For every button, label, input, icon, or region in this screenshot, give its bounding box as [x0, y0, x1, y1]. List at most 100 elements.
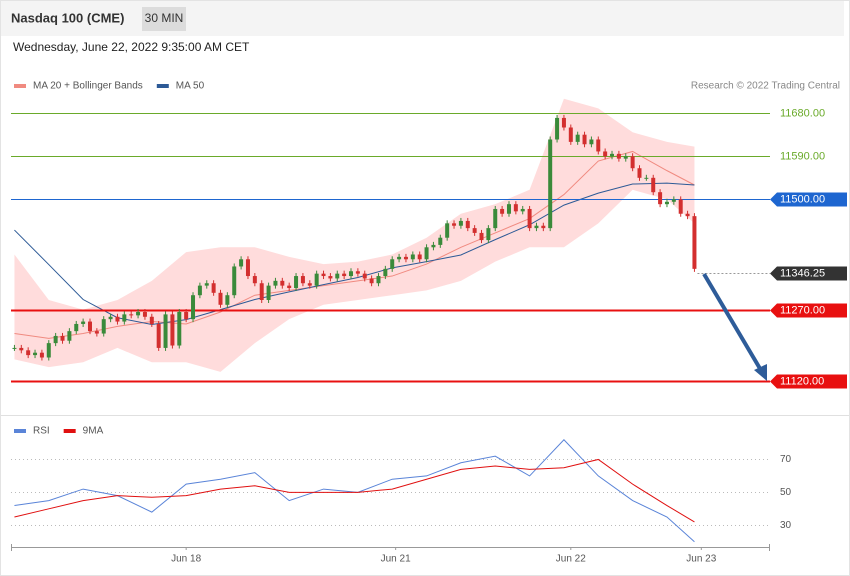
candle	[204, 283, 209, 286]
candle	[506, 204, 511, 214]
candle	[493, 208, 498, 229]
candle	[349, 271, 354, 277]
candle	[39, 352, 44, 358]
candle	[623, 156, 628, 159]
candle	[362, 273, 367, 279]
candle	[568, 127, 573, 142]
candle	[658, 192, 663, 205]
legend-label: MA 20 + Bollinger Bands	[33, 81, 143, 92]
level-label: 11680.00	[780, 107, 825, 119]
level-tag	[770, 192, 847, 207]
candle	[218, 292, 223, 305]
candle	[142, 311, 147, 317]
candle	[438, 237, 443, 245]
candle	[252, 276, 257, 284]
candle	[561, 117, 566, 128]
forecast-arrowhead	[754, 364, 767, 381]
candle	[596, 139, 601, 152]
candle	[651, 177, 656, 193]
candle	[500, 208, 505, 214]
candle	[644, 177, 649, 179]
candle	[403, 256, 408, 260]
rsi-line	[14, 458, 695, 523]
candle	[136, 311, 141, 316]
level-tag	[770, 303, 847, 318]
candle	[87, 321, 92, 332]
candle	[692, 216, 697, 269]
candle	[33, 352, 38, 356]
header-bar	[1, 1, 844, 36]
candle	[163, 314, 168, 348]
candle	[630, 156, 635, 169]
level-label: 11500.00	[780, 193, 825, 205]
level-label: 11590.00	[780, 150, 825, 162]
subtitle: Wednesday, June 22, 2022 9:35:00 AM CET	[13, 40, 250, 54]
candle	[410, 254, 415, 260]
candle	[197, 285, 202, 296]
level-tag	[770, 266, 847, 281]
candle	[417, 254, 422, 260]
level-label: 11270.00	[780, 304, 825, 316]
legend-swatch	[63, 429, 76, 433]
candle	[287, 285, 292, 289]
candle	[610, 153, 615, 157]
candle	[671, 199, 676, 202]
candle	[53, 335, 58, 344]
candle	[445, 223, 450, 238]
x-tick-label: Jun 18	[171, 554, 201, 565]
candle	[94, 331, 99, 334]
candle	[603, 151, 608, 157]
candle	[321, 273, 326, 277]
legend-label: 9MA	[83, 426, 104, 437]
candle	[170, 314, 175, 346]
x-tick-label: Jun 21	[381, 554, 411, 565]
chart-title: Nasdaq 100 (CME)	[11, 10, 124, 25]
candle	[328, 276, 333, 279]
candle	[149, 316, 154, 324]
credit: Research © 2022 Trading Central	[691, 81, 840, 92]
candle	[541, 225, 546, 229]
candle	[678, 199, 683, 214]
candle	[369, 278, 374, 284]
candle	[259, 283, 264, 300]
candle	[101, 319, 106, 334]
x-tick-label: Jun 23	[686, 554, 716, 565]
legend-swatch	[14, 429, 26, 433]
candle	[383, 268, 388, 277]
candle	[479, 232, 484, 241]
candle	[300, 276, 305, 284]
legend-label: RSI	[33, 426, 50, 437]
candle	[225, 295, 230, 305]
candle	[211, 283, 216, 293]
candle	[60, 335, 65, 341]
candle	[129, 314, 134, 316]
candle	[46, 343, 51, 358]
level-label: 11346.25	[780, 267, 825, 279]
candle	[12, 347, 17, 349]
candle	[472, 228, 477, 233]
timeframe-button[interactable]	[142, 7, 186, 31]
candle	[156, 323, 161, 348]
candle	[273, 280, 278, 286]
candle	[314, 273, 319, 286]
timeframe[interactable]: 30 MIN	[145, 11, 184, 25]
candle	[465, 220, 470, 229]
candle	[232, 266, 237, 296]
moving-average	[14, 182, 695, 325]
candle	[637, 168, 642, 178]
legend-label: MA 50	[176, 81, 205, 92]
legend-swatch	[14, 84, 26, 88]
candle	[108, 316, 113, 320]
candle	[115, 316, 120, 322]
candle	[335, 273, 340, 279]
x-tick-label: Jun 22	[556, 554, 586, 565]
candle	[177, 311, 182, 346]
candle	[431, 244, 436, 248]
candle	[184, 311, 189, 320]
candle	[266, 285, 271, 300]
candle	[424, 247, 429, 260]
rsi-tick-label: 70	[780, 454, 792, 465]
rsi-tick-label: 30	[780, 520, 792, 531]
